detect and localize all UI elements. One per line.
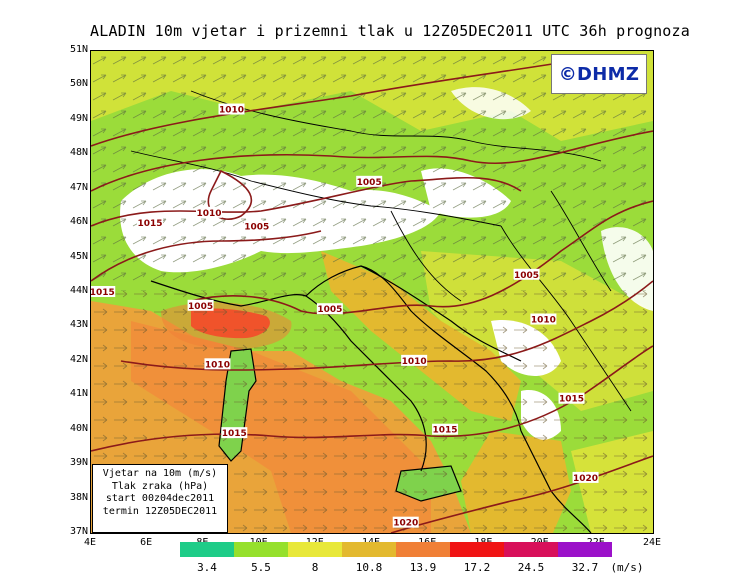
colorbar-tick-label: 24.5 <box>517 561 545 574</box>
isobar-value: 1020 <box>573 474 598 484</box>
isobar-label-bg <box>91 286 116 297</box>
isobar-value: 1005 <box>514 271 539 281</box>
lat-tick-label: 38N <box>69 491 88 503</box>
isobar-value: 1010 <box>531 316 556 326</box>
colorbar-tick-label: 13.9 <box>409 561 437 574</box>
lat-tick-label: 50N <box>69 78 88 90</box>
isobar-label-bg <box>530 313 557 325</box>
isobar-label: 1010 <box>196 206 223 219</box>
isobar-label-bg <box>137 217 164 229</box>
colorbar-swatch <box>234 542 288 557</box>
lon-tick-label: 6E <box>140 537 153 548</box>
lat-tick-label: 40N <box>69 422 88 434</box>
info-wind-line: Vjetar na 10m (m/s) <box>102 468 218 479</box>
colorbar-tick-label: 10.8 <box>355 561 383 574</box>
colorbar-tick-label: 3.4 <box>197 561 217 574</box>
colorbar-tick-label: 5.5 <box>251 561 271 574</box>
isobar-label: 1005 <box>243 220 270 233</box>
isobar-value: 1015 <box>433 426 458 436</box>
isobar-label-bg <box>187 299 214 311</box>
isobar-label: 1010 <box>401 354 428 367</box>
lat-tick-label: 44N <box>69 285 88 296</box>
isobar-value: 1010 <box>219 106 244 116</box>
isobar-label: 1015 <box>432 423 459 436</box>
isobar-label-bg <box>572 471 599 483</box>
isobar-label-bg <box>218 103 245 115</box>
isobar-label: 1020 <box>392 516 419 529</box>
isobar-label: 1010 <box>218 103 245 116</box>
lon-tick-label: 24E <box>642 537 662 548</box>
isobar-label-bg <box>513 268 540 280</box>
isobar-value: 1010 <box>196 209 221 219</box>
isobar-value: 1005 <box>188 302 213 312</box>
colorbar-swatch <box>342 542 396 557</box>
colorbar-swatch <box>450 542 504 557</box>
lat-tick-label: 45N <box>69 250 88 262</box>
colorbar-swatch <box>504 542 558 557</box>
borders <box>130 90 632 412</box>
lon-tick-label: 4E <box>83 537 97 548</box>
isobars <box>91 60 653 533</box>
isobar-label: 1015 <box>137 217 164 229</box>
wind-pressure-map[interactable]: 1010 1005 1015 1010 1005 1015 1005 1005 1005 1010… <box>90 50 654 534</box>
isobar-value: 1010 <box>205 360 230 370</box>
lat-tick-label: 47N <box>69 181 88 193</box>
lat-tick-label: 39N <box>69 457 88 469</box>
isobar-value: 1005 <box>244 223 269 233</box>
lat-tick-label: 48N <box>69 147 88 159</box>
isobar-label: 1005 <box>513 268 540 281</box>
info-pressure-line: Tlak zraka (hPa) <box>111 480 209 492</box>
isobar-value: 1010 <box>402 357 427 367</box>
isobar-value: 1005 <box>317 305 342 315</box>
isobar-value: 1015 <box>91 288 115 298</box>
isobar-label-bg <box>204 358 231 370</box>
isobar-label: 1015 <box>91 286 116 298</box>
info-start-line: start 00z04dec2011 <box>105 493 215 504</box>
lat-tick-label: 49N <box>69 112 88 124</box>
colorbar-tick-label: 32.7 <box>571 561 599 574</box>
isobar-label: 1010 <box>530 313 557 326</box>
isobar-value: 1015 <box>559 395 584 405</box>
isobar-label-bg <box>356 175 383 187</box>
isobar-value: 1020 <box>393 519 418 529</box>
dhmz-logo: ©DHMZ <box>551 54 647 94</box>
isobar-label-bg <box>316 303 343 315</box>
isobar-label-bg <box>196 206 223 218</box>
isobar-label-bg <box>432 423 459 435</box>
lat-tick-label: 43N <box>69 319 88 331</box>
isobar-label-bg <box>221 427 248 439</box>
lat-tick-label: 51N <box>69 44 88 55</box>
isobar-label: 1010 <box>204 358 231 370</box>
isobar-label: 1015 <box>221 427 248 439</box>
colorbar-swatch <box>288 542 342 557</box>
wind-speed-colorbar <box>180 542 612 557</box>
isobar-label: 1020 <box>572 471 599 484</box>
isobar-value: 1015 <box>222 429 247 439</box>
colorbar-unit: (m/s) <box>610 561 644 574</box>
isobar-label-bg <box>243 220 270 232</box>
colorbar-tick-label: 17.2 <box>463 561 491 574</box>
info-term-line: termin 12Z05DEC2011 <box>102 505 218 517</box>
isobar-value: 1005 <box>357 178 382 188</box>
colorbar-swatch <box>180 542 234 557</box>
colorbar-swatch <box>558 542 612 557</box>
colorbar-swatch <box>396 542 450 557</box>
lat-tick-label: 41N <box>69 388 88 400</box>
isobar-label-bg <box>401 354 428 366</box>
lat-tick-label: 42N <box>69 353 88 365</box>
isobar-label-bg <box>558 392 585 404</box>
map-title: ALADIN 10m vjetar i prizemni tlak u 12Z0… <box>90 22 690 40</box>
isobar-label-bg <box>392 516 419 528</box>
isobar-label: 1005 <box>316 303 343 315</box>
isobar-label: 1005 <box>356 175 383 188</box>
colorbar-tick-label: 8 <box>311 561 319 574</box>
lat-tick-label: 46N <box>69 216 88 228</box>
map-canvas: 1010 1005 1015 1010 1005 1015 1005 1005 1005 1010… <box>91 51 653 533</box>
isobar-label: 1015 <box>558 392 585 405</box>
isobar-label: 1005 <box>187 299 214 312</box>
lat-tick-label: 37N <box>69 526 88 537</box>
isobar-value: 1015 <box>137 219 162 229</box>
